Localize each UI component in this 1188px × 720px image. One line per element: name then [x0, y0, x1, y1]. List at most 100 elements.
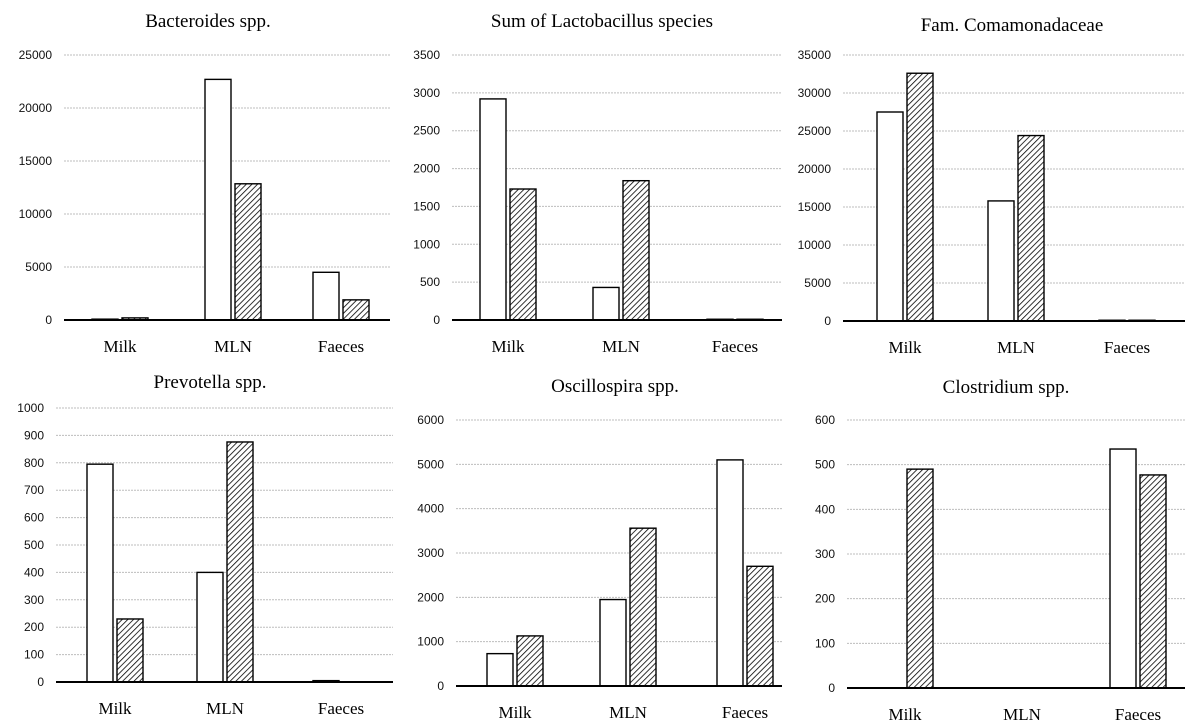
x-category-label: Milk	[888, 705, 922, 720]
y-tick-label: 3000	[413, 86, 440, 100]
bar-series1-mln	[987, 200, 1015, 322]
y-tick-label: 10000	[19, 207, 53, 221]
chart-title: Prevotella spp.	[154, 372, 267, 393]
y-tick-label: 2500	[413, 124, 440, 138]
chart-3: Fam. Comamonadaceae 0 5000 10000 15000 20000 2…	[798, 15, 1185, 357]
y-tick-label: 10000	[798, 238, 832, 252]
x-category-label: MLN	[609, 703, 647, 720]
y-tick-label: 20000	[798, 162, 832, 176]
y-tick-label: 30000	[798, 86, 832, 100]
chart-title: Sum of Lactobacillus species	[491, 11, 713, 32]
y-tick-label: 0	[433, 313, 440, 327]
x-category-label: Milk	[103, 337, 137, 356]
y-tick-label: 600	[24, 511, 44, 525]
y-tick-label: 5000	[417, 457, 444, 471]
x-category-label: MLN	[602, 337, 640, 356]
bar-series1-mln	[204, 78, 232, 321]
chart-4: Prevotella spp. 0 100 200 300 400 500 600 700 800…	[17, 372, 393, 718]
y-tick-label: 6000	[417, 413, 444, 427]
x-category-label: Faeces	[318, 699, 364, 718]
x-category-label: Faeces	[1115, 705, 1161, 720]
x-category-label: Milk	[498, 703, 532, 720]
x-category-label: Milk	[98, 699, 132, 718]
chart-title: Clostridium spp.	[943, 377, 1070, 398]
y-tick-label: 800	[24, 456, 44, 470]
y-tick-label: 400	[815, 502, 835, 516]
y-tick-label: 0	[45, 313, 52, 327]
bar-series1-faeces	[312, 271, 340, 321]
y-tick-label: 0	[824, 314, 831, 328]
y-tick-label: 0	[437, 679, 444, 693]
y-tick-label: 500	[420, 275, 440, 289]
bar-series2-milk	[509, 188, 537, 321]
x-category-label: Faeces	[1104, 338, 1150, 357]
chart-title: Bacteroides spp.	[145, 11, 271, 32]
y-tick-label: 200	[24, 620, 44, 634]
bar-series1-mln	[599, 598, 627, 687]
bar-series2-faeces	[342, 299, 370, 321]
x-category-label: MLN	[206, 699, 244, 718]
y-tick-label: 5000	[25, 260, 52, 274]
y-tick-label: 3500	[413, 48, 440, 62]
bar-series1-milk	[876, 111, 904, 322]
x-category-label: Milk	[491, 337, 525, 356]
y-tick-label: 200	[815, 592, 835, 606]
y-tick-label: 0	[828, 681, 835, 695]
chart-title: Fam. Comamonadaceae	[921, 15, 1104, 36]
y-tick-label: 20000	[19, 101, 53, 115]
chart-2: Sum of Lactobacillus species 0 500 1000 1500…	[413, 11, 782, 356]
y-tick-label: 100	[24, 648, 44, 662]
y-tick-label: 400	[24, 565, 44, 579]
bar-series1-faeces	[1109, 448, 1137, 689]
bar-series2-mln	[622, 179, 650, 321]
y-tick-label: 600	[815, 413, 835, 427]
bar-series2-mln	[226, 441, 254, 683]
y-tick-label: 0	[37, 675, 44, 689]
y-tick-label: 15000	[19, 154, 53, 168]
bar-series1-milk	[86, 463, 114, 683]
bar-series1-faeces	[716, 459, 744, 687]
bar-series1-mln	[196, 571, 224, 683]
bar-series1-mln	[592, 286, 620, 321]
y-tick-label: 3000	[417, 546, 444, 560]
y-tick-label: 2000	[413, 162, 440, 176]
y-tick-label: 4000	[417, 502, 444, 516]
y-tick-label: 25000	[798, 124, 832, 138]
x-category-label: Faeces	[318, 337, 364, 356]
y-tick-label: 300	[815, 547, 835, 561]
chart-title: Oscillospira spp.	[551, 376, 679, 397]
y-tick-label: 500	[24, 538, 44, 552]
x-category-label: Milk	[888, 338, 922, 357]
bar-series1-milk	[486, 652, 514, 687]
bar-series1-milk	[479, 98, 507, 321]
bar-series2-faeces	[746, 565, 774, 687]
bar-series2-milk	[116, 618, 144, 683]
x-category-label: Faeces	[722, 703, 768, 720]
y-tick-label: 300	[24, 593, 44, 607]
chart-5: Oscillospira spp. 0 1000 2000 3000 4000 5000 60…	[417, 376, 782, 720]
bar-series2-mln	[234, 183, 262, 321]
x-category-label: MLN	[1003, 705, 1041, 720]
y-tick-label: 25000	[19, 48, 53, 62]
bar-series2-milk	[516, 635, 544, 687]
y-tick-label: 1000	[417, 635, 444, 649]
bar-series2-mln	[629, 527, 657, 687]
y-tick-label: 900	[24, 428, 44, 442]
y-tick-label: 700	[24, 483, 44, 497]
y-tick-label: 15000	[798, 200, 832, 214]
bar-series2-faeces	[1139, 474, 1167, 689]
y-tick-label: 1500	[413, 199, 440, 213]
y-tick-label: 100	[815, 636, 835, 650]
bar-series2-mln	[1017, 134, 1045, 322]
chart-1: Bacteroides spp. 0 5000 10000 15000 20000 2500…	[19, 11, 390, 356]
y-tick-label: 500	[815, 458, 835, 472]
y-tick-label: 1000	[17, 401, 44, 415]
bar-series2-milk	[906, 468, 934, 689]
y-tick-label: 1000	[413, 237, 440, 251]
x-category-label: Faeces	[712, 337, 758, 356]
bar-series2-milk	[906, 72, 934, 322]
y-tick-label: 2000	[417, 590, 444, 604]
chart-6: Clostridium spp. 0 100 200 300 400 500 600 Milk M…	[815, 377, 1185, 720]
y-tick-label: 35000	[798, 48, 832, 62]
